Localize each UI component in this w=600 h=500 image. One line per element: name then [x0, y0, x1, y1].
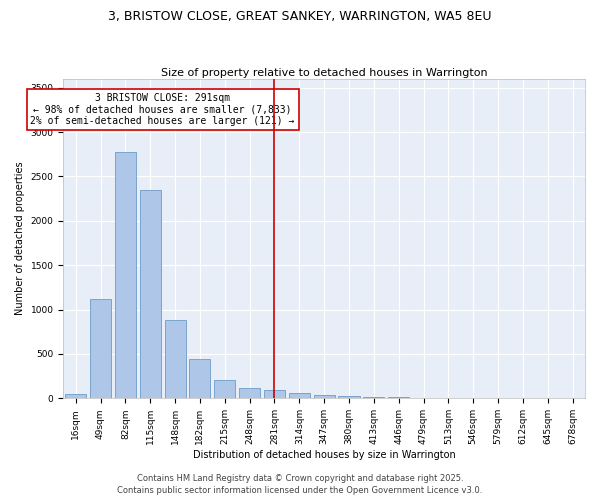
- Bar: [363, 397, 385, 398]
- Title: Size of property relative to detached houses in Warrington: Size of property relative to detached ho…: [161, 68, 487, 78]
- Bar: [90, 299, 111, 398]
- Bar: [214, 380, 235, 398]
- Text: Contains HM Land Registry data © Crown copyright and database right 2025.
Contai: Contains HM Land Registry data © Crown c…: [118, 474, 482, 495]
- Bar: [289, 392, 310, 398]
- Bar: [115, 152, 136, 398]
- Bar: [264, 390, 285, 398]
- Text: 3, BRISTOW CLOSE, GREAT SANKEY, WARRINGTON, WA5 8EU: 3, BRISTOW CLOSE, GREAT SANKEY, WARRINGT…: [108, 10, 492, 23]
- Bar: [65, 394, 86, 398]
- Text: 3 BRISTOW CLOSE: 291sqm
← 98% of detached houses are smaller (7,833)
2% of semi-: 3 BRISTOW CLOSE: 291sqm ← 98% of detache…: [31, 93, 295, 126]
- X-axis label: Distribution of detached houses by size in Warrington: Distribution of detached houses by size …: [193, 450, 455, 460]
- Y-axis label: Number of detached properties: Number of detached properties: [15, 162, 25, 316]
- Bar: [314, 395, 335, 398]
- Bar: [338, 396, 359, 398]
- Bar: [164, 320, 185, 398]
- Bar: [140, 190, 161, 398]
- Bar: [239, 388, 260, 398]
- Bar: [190, 360, 211, 399]
